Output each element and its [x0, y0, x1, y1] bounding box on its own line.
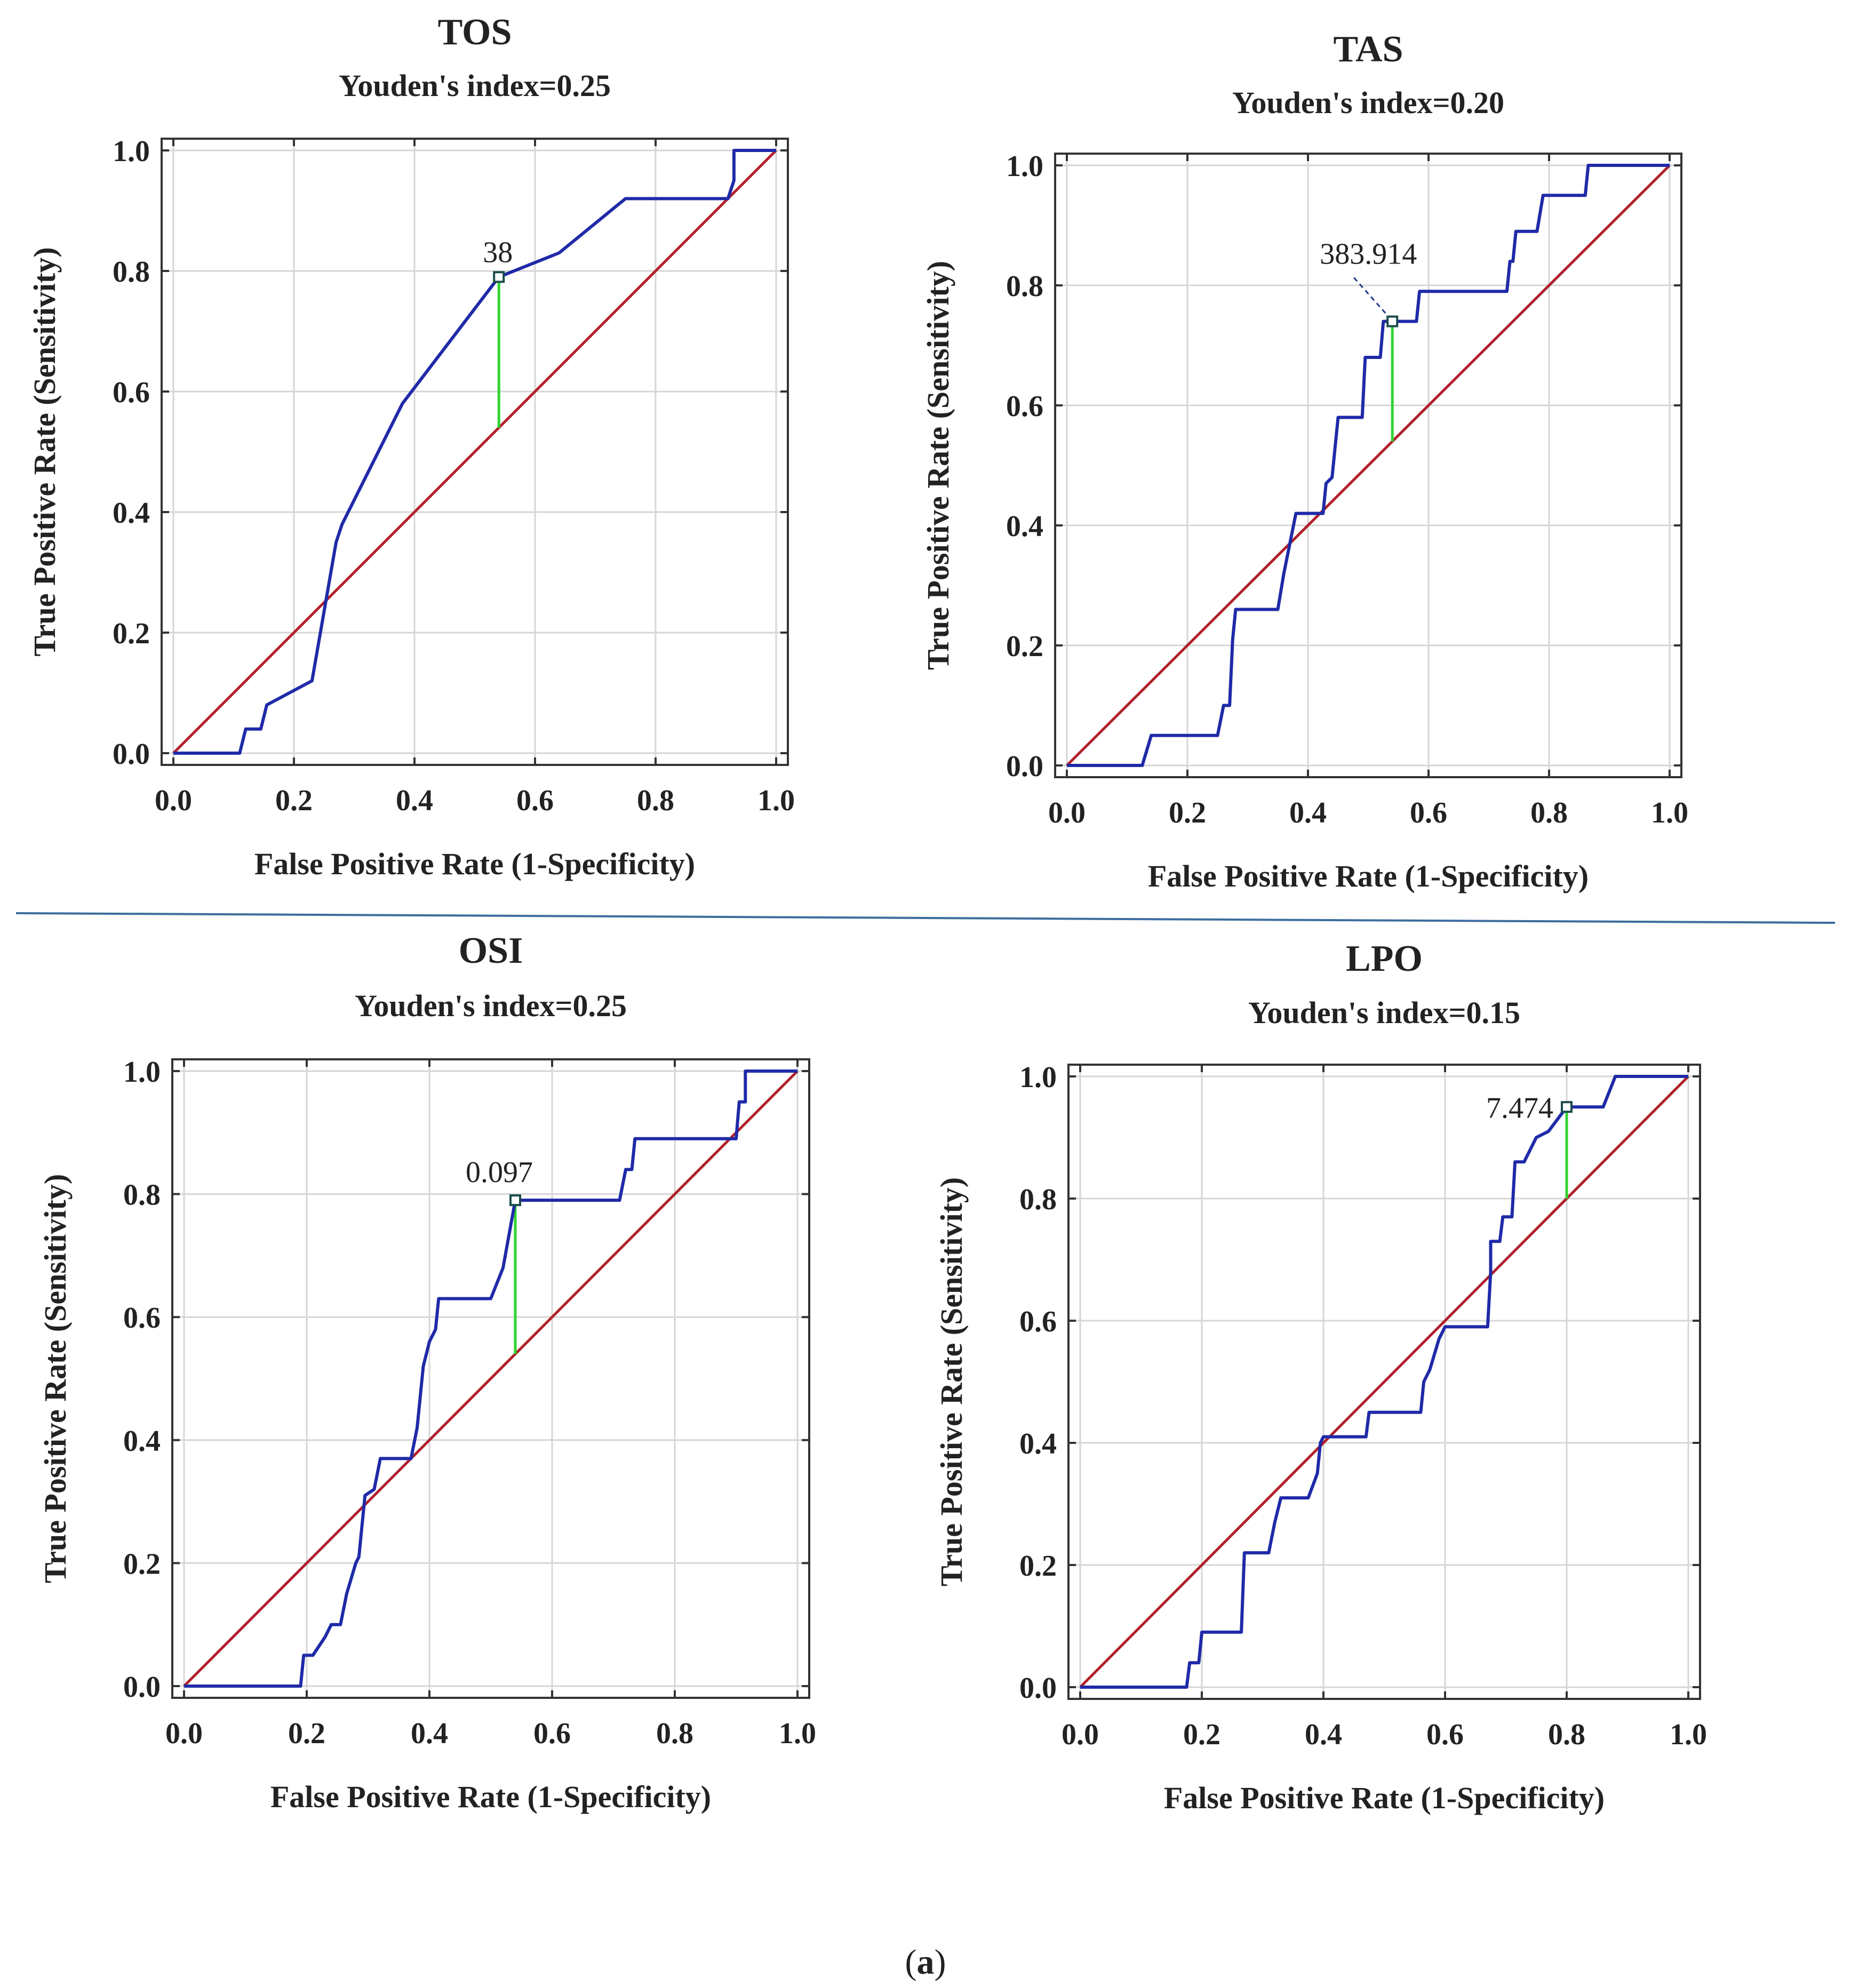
- x-tick-label: 0.4: [396, 784, 433, 817]
- chart-title: TAS: [1334, 29, 1403, 70]
- y-tick-label: 0.8: [1019, 1183, 1057, 1216]
- y-tick-label: 0.4: [123, 1425, 161, 1458]
- y-tick-label: 1.0: [1019, 1061, 1057, 1094]
- x-tick-label: 0.4: [411, 1717, 448, 1750]
- y-tick-label: 0.0: [1019, 1672, 1057, 1705]
- x-tick-label: 0.6: [1410, 796, 1447, 829]
- x-tick-label: 1.0: [779, 1717, 816, 1750]
- y-tick-label: 0.0: [1006, 750, 1043, 783]
- y-axis-label: True Positive Rate (Sensitivity): [27, 247, 62, 656]
- x-axis-label: False Positive Rate (1-Specificity): [254, 847, 695, 881]
- reference-diagonal: [183, 1070, 799, 1687]
- y-tick-label: 0.4: [1019, 1427, 1057, 1460]
- chart-osi: OSI Youden's index=0.25 0.0 0.2 0.4 0.6 0.8 1.0…: [38, 930, 816, 1814]
- panel-divider: [15, 912, 1836, 924]
- plot-frame: [171, 1058, 810, 1699]
- x-tick-label: 0.6: [533, 1717, 571, 1750]
- y-tick-label: 1.0: [123, 1056, 161, 1089]
- reference-diagonal: [172, 149, 777, 754]
- chart-subtitle: Youden's index=0.15: [1248, 995, 1520, 1030]
- x-tick-label: 1.0: [757, 784, 795, 817]
- cutoff-label: 383.914: [1320, 238, 1417, 271]
- plot-frame: [161, 138, 789, 766]
- y-tick-label: 0.8: [113, 256, 150, 289]
- cutoff-marker: [1561, 1101, 1573, 1113]
- y-tick-label: 0.8: [123, 1179, 161, 1212]
- x-tick-label: 0.4: [1289, 796, 1327, 829]
- chart-tas: TAS Youden's index=0.20 0.0 0.2 0.4 0.6 0.8 1.0…: [921, 29, 1688, 893]
- x-tick-label: 0.0: [1048, 796, 1086, 829]
- x-tick-label: 0.6: [516, 784, 554, 817]
- caption-close-paren: ): [935, 1943, 946, 1982]
- x-tick-label: 1.0: [1651, 796, 1688, 829]
- y-tick-label: 0.6: [113, 376, 150, 409]
- x-axis-label: False Positive Rate (1-Specificity): [1164, 1781, 1605, 1815]
- roc-curve: [1067, 164, 1670, 767]
- chart-title: LPO: [1346, 938, 1423, 979]
- y-tick-label: 0.2: [123, 1547, 161, 1580]
- y-tick-label: 0.0: [113, 738, 150, 771]
- x-tick-label: 0.4: [1305, 1718, 1342, 1751]
- x-tick-label: 1.0: [1670, 1718, 1707, 1751]
- y-tick-label: 0.0: [123, 1671, 161, 1704]
- x-tick-label: 0.8: [637, 784, 674, 817]
- x-tick-label: 0.2: [1183, 1718, 1220, 1751]
- cutoff-label: 38: [483, 236, 513, 269]
- reference-diagonal: [1079, 1075, 1689, 1688]
- x-tick-label: 0.2: [275, 784, 313, 817]
- cutoff-marker: [509, 1194, 521, 1207]
- x-tick-label: 0.0: [1062, 1718, 1099, 1751]
- x-tick-label: 0.8: [1530, 796, 1568, 829]
- x-axis-label: False Positive Rate (1-Specificity): [270, 1779, 711, 1814]
- plot-frame: [1067, 1064, 1701, 1700]
- x-tick-label: 0.6: [1426, 1718, 1464, 1751]
- roc-curve: [173, 149, 776, 755]
- cutoff-marker: [1386, 315, 1399, 328]
- plot-frame: [1054, 153, 1682, 778]
- chart-subtitle: Youden's index=0.25: [339, 68, 611, 103]
- chart-title: OSI: [459, 930, 523, 971]
- x-tick-label: 0.0: [165, 1717, 203, 1750]
- y-tick-label: 0.8: [1006, 270, 1043, 303]
- y-axis-label: True Positive Rate (Sensitivity): [921, 261, 955, 670]
- x-tick-label: 0.8: [1548, 1718, 1585, 1751]
- x-tick-label: 0.2: [1169, 796, 1206, 829]
- y-axis-label: True Positive Rate (Sensitivity): [934, 1177, 969, 1586]
- x-tick-label: 0.2: [288, 1717, 325, 1750]
- cutoff-marker: [493, 271, 505, 283]
- chart-subtitle: Youden's index=0.25: [355, 988, 627, 1023]
- figure-caption: (a): [905, 1943, 946, 1982]
- cutoff-label: 0.097: [466, 1156, 533, 1189]
- y-tick-label: 0.4: [113, 497, 150, 530]
- chart-title: TOS: [438, 12, 512, 53]
- y-tick-label: 0.6: [1006, 390, 1043, 423]
- chart-lpo: LPO Youden's index=0.15 0.0 0.2 0.4 0.6 0.8 1.0…: [934, 938, 1707, 1815]
- chart-tos: TOS Youden's index=0.25 0.0 0.2 0.4 0.6 0.8 1.0…: [27, 12, 795, 881]
- y-tick-label: 1.0: [1006, 150, 1043, 183]
- y-tick-label: 0.4: [1006, 510, 1043, 543]
- x-tick-label: 0.8: [656, 1717, 693, 1750]
- x-axis-label: False Positive Rate (1-Specificity): [1148, 859, 1589, 893]
- y-tick-label: 0.6: [123, 1302, 161, 1335]
- roc-curve: [1080, 1075, 1688, 1689]
- y-tick-label: 0.6: [1019, 1305, 1057, 1338]
- roc-curve: [184, 1069, 797, 1688]
- y-tick-label: 1.0: [113, 135, 150, 168]
- x-tick-label: 0.0: [155, 784, 192, 817]
- y-tick-label: 0.2: [1006, 630, 1043, 663]
- chart-subtitle: Youden's index=0.20: [1232, 85, 1504, 120]
- reference-diagonal: [1066, 164, 1671, 767]
- cutoff-leader-line: [1353, 277, 1389, 317]
- y-axis-label: True Positive Rate (Sensitivity): [38, 1174, 73, 1583]
- cutoff-label: 7.474: [1486, 1091, 1553, 1124]
- caption-letter: a: [917, 1943, 935, 1982]
- y-tick-label: 0.2: [113, 617, 150, 650]
- caption-open-paren: (: [905, 1943, 917, 1982]
- y-tick-label: 0.2: [1019, 1550, 1057, 1583]
